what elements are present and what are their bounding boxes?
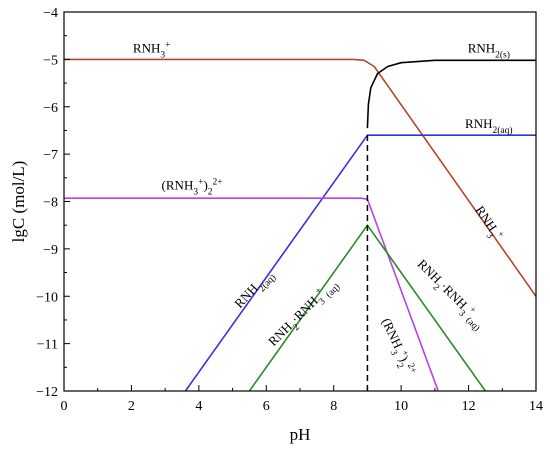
species-label: RNH2(aq)	[231, 266, 278, 314]
species-label: (RNH3+)22+	[162, 178, 223, 198]
species-label: RNH2(s)	[468, 40, 510, 60]
axis-ticks: 0 2 4 6 8 10 12 14 −4 −5 −6 −7 −8 −9 −10 −11 −12	[36, 6, 543, 414]
x-axis-label: pH	[290, 425, 311, 444]
series-lines	[64, 58, 537, 392]
species-label: RNH2·RNH3+(aq)	[411, 256, 488, 333]
x-tick-label: 2	[128, 399, 135, 414]
y-tick-label: −9	[43, 243, 58, 258]
series-line-3	[64, 197, 439, 392]
y-tick-label: −6	[43, 101, 58, 116]
species-label: RNH2·RNH3+(aq)	[265, 275, 342, 352]
y-axis-label: lgC (mol/L)	[9, 161, 28, 243]
y-tick-label: −8	[43, 196, 58, 211]
x-tick-label: 10	[394, 399, 408, 414]
species-label: RNH3+	[468, 203, 506, 245]
x-tick-label: 4	[195, 399, 202, 414]
species-label: (RNH3+)22+	[374, 316, 418, 380]
species-label: RNH3+	[133, 40, 171, 60]
y-tick-label: −4	[43, 6, 58, 21]
annotations: RNH3+ RNH2(s) RNH2(aq) (RNH3+)22+ RNH3+ RNH2(…	[133, 40, 513, 380]
species-label: RNH2(aq)	[465, 116, 513, 136]
series-line-2	[184, 134, 536, 392]
plot-frame	[63, 11, 537, 392]
y-tick-label: −5	[43, 53, 58, 68]
y-tick-label: −12	[36, 385, 58, 400]
x-tick-label: 8	[330, 399, 337, 414]
x-tick-label: 14	[529, 399, 543, 414]
y-tick-label: −7	[43, 148, 58, 163]
x-tick-label: 12	[462, 399, 476, 414]
y-tick-label: −11	[37, 338, 58, 353]
x-tick-label: 0	[61, 399, 68, 414]
y-tick-label: −10	[36, 290, 58, 305]
series-line-1	[366, 59, 536, 129]
series-line-0	[64, 58, 537, 297]
x-tick-label: 6	[263, 399, 270, 414]
